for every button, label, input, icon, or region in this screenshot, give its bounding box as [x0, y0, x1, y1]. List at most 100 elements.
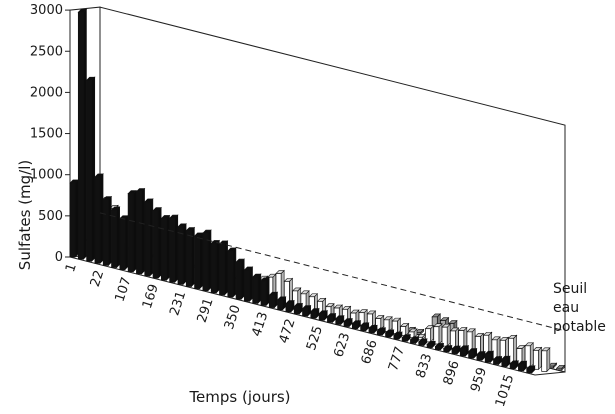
bar	[135, 187, 146, 275]
bar	[144, 198, 154, 277]
x-tick-label: 169	[140, 282, 162, 310]
bar	[414, 328, 425, 335]
x-tick-label: 107	[113, 276, 135, 304]
bar	[525, 365, 536, 374]
bar	[119, 214, 129, 271]
bar	[359, 322, 370, 332]
bar	[77, 8, 88, 260]
threshold-group: Seuil eau potable	[99, 212, 606, 335]
bar	[102, 195, 113, 267]
x-tick-label: 777	[386, 345, 408, 373]
bar	[532, 346, 543, 371]
bar	[160, 214, 171, 281]
bar	[492, 355, 503, 366]
bar	[358, 308, 368, 326]
x-tick-label: 833	[413, 352, 435, 380]
bar	[540, 347, 551, 373]
bar	[260, 277, 270, 307]
x-tick-label: 22	[88, 269, 107, 289]
bar	[555, 364, 566, 371]
bar	[343, 317, 353, 328]
bar	[424, 325, 435, 343]
bar	[293, 302, 304, 315]
bar	[235, 258, 245, 300]
x-tick-label: 896	[441, 359, 463, 387]
x-tick-label: 1	[63, 262, 80, 275]
y-tick-label: 2500	[30, 44, 63, 59]
bar	[326, 312, 337, 324]
bar	[210, 239, 221, 294]
bar	[409, 335, 420, 345]
bar	[351, 319, 362, 330]
bar	[94, 173, 104, 265]
x-axis: 1 22 107 169 231 291 350 413 472 525 623 686 777 833 8…	[63, 262, 517, 409]
bar	[383, 316, 393, 333]
y-axis-title: Sulfates (mg/l)	[16, 160, 34, 270]
bar	[110, 206, 121, 269]
bar	[484, 350, 495, 364]
bar	[202, 229, 212, 292]
y-tick-label: 1000	[30, 168, 63, 183]
bar	[434, 342, 445, 351]
x-axis-title: Temps (jours)	[188, 388, 290, 406]
bar	[177, 223, 187, 286]
bar	[501, 355, 511, 368]
bar	[283, 277, 294, 307]
bar	[393, 331, 403, 340]
bar	[251, 273, 262, 305]
bar	[185, 226, 196, 288]
x-tick-label: 1015	[493, 373, 517, 409]
bar	[285, 299, 295, 313]
bar	[127, 189, 137, 273]
bar	[451, 345, 461, 355]
y-tick-label: 500	[38, 209, 63, 224]
bar	[318, 309, 328, 321]
bar	[399, 322, 410, 337]
x-tick-label: 623	[331, 331, 353, 359]
bar	[441, 323, 451, 347]
bar	[243, 266, 254, 302]
bar	[268, 291, 279, 309]
threshold-label: Seuil eau potable	[553, 281, 606, 335]
series-group	[69, 8, 566, 374]
bar	[69, 179, 79, 258]
bar	[517, 360, 528, 372]
bar	[408, 328, 418, 339]
x-tick-label: 231	[167, 289, 189, 317]
bar	[218, 240, 229, 296]
bar	[85, 76, 96, 262]
bar	[193, 232, 204, 290]
bar	[168, 214, 179, 284]
y-tick-label: 2000	[30, 85, 63, 100]
x-tick-label: 413	[249, 310, 271, 338]
bar	[499, 336, 510, 362]
bar	[524, 342, 534, 368]
y-tick-label: 0	[55, 250, 63, 265]
bar	[467, 347, 478, 359]
bar	[301, 304, 312, 317]
bar	[227, 247, 237, 298]
x-tick-label: 291	[195, 296, 217, 324]
bar	[401, 333, 412, 343]
bar	[391, 317, 402, 335]
y-tick-label: 3000	[30, 3, 63, 18]
bar	[418, 338, 428, 347]
y-tick-label: 1500	[30, 127, 63, 142]
x-tick-label: 525	[304, 324, 326, 352]
bar	[384, 329, 395, 338]
bar	[368, 324, 378, 334]
x-tick-label: 959	[468, 366, 490, 394]
x-tick-label: 350	[222, 303, 244, 331]
bar	[449, 327, 460, 349]
bar	[459, 344, 470, 357]
x-tick-label: 686	[359, 338, 381, 366]
bar	[374, 314, 385, 330]
bar	[152, 206, 162, 279]
bar	[433, 322, 443, 345]
bar	[426, 340, 436, 349]
bar	[310, 307, 320, 319]
bar	[376, 327, 387, 336]
bar	[276, 296, 287, 311]
